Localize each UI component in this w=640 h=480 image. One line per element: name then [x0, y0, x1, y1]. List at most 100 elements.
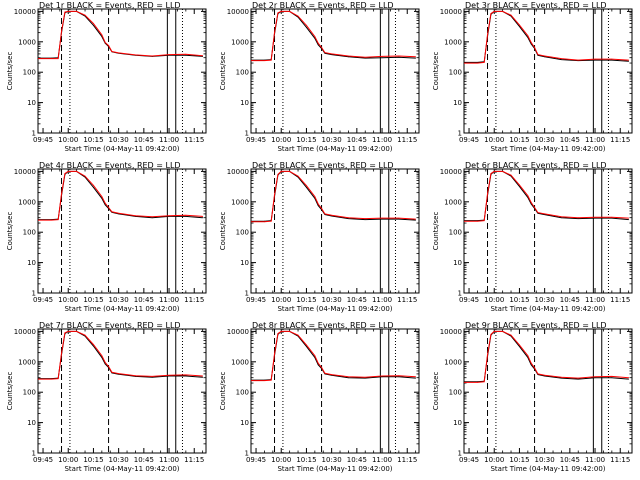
series-point [611, 217, 613, 219]
x-tick-label: 09:45 [33, 456, 53, 464]
x-tick-label: 09:45 [33, 136, 53, 144]
x-tick-label: 10:30 [109, 456, 129, 464]
series-point [135, 216, 136, 217]
series-line [251, 330, 416, 382]
series-point [381, 57, 383, 59]
series-point [185, 216, 187, 217]
series-point [537, 54, 539, 55]
series-point [314, 355, 316, 357]
series-point [561, 58, 562, 60]
series-point [277, 173, 279, 175]
y-tick-label: 10000 [14, 8, 36, 16]
series-point [348, 55, 349, 57]
series-point [104, 42, 106, 43]
series-point [324, 372, 326, 374]
series-point [93, 344, 94, 345]
x-tick-label: 10:00 [484, 296, 504, 304]
series-line [464, 170, 629, 222]
x-tick-label: 11:00 [159, 456, 179, 464]
series-point [61, 352, 62, 354]
x-tick-label: 09:45 [246, 136, 266, 144]
x-tick-label: 09:45 [459, 456, 479, 464]
series-point [628, 219, 630, 220]
y-tick-label: 10000 [14, 168, 36, 176]
series-point [527, 35, 529, 37]
series-line [464, 330, 629, 383]
series-point [185, 375, 187, 377]
series-point [381, 56, 383, 57]
series-point [331, 374, 333, 375]
series-point [534, 207, 535, 208]
series-point [84, 334, 86, 336]
y-tick-label: 10 [453, 99, 462, 107]
x-axis-label: Start Time (04-May-11 09:42:00) [64, 145, 179, 153]
y-tick-label: 100 [23, 229, 36, 237]
y-tick-label: 1 [245, 290, 249, 298]
series-point [561, 377, 562, 379]
detector-panel: Det 3r BLACK = Events, RED = LLD 1 10 100 10… [426, 0, 639, 160]
series-point [317, 44, 319, 46]
x-tick-label: 10:45 [347, 456, 367, 464]
series-point [168, 216, 170, 217]
plot-frame [250, 328, 420, 454]
y-axis-label: Counts/sec [6, 52, 14, 91]
x-tick-label: 11:00 [159, 136, 179, 144]
series-point [317, 42, 319, 44]
series-point [76, 11, 78, 12]
y-tick-label: 1000 [18, 358, 36, 366]
chart-title: Det 4r BLACK = Events, RED = LLD [39, 161, 181, 170]
lightcurve-chart: Det 8r BLACK = Events, RED = LLD 1 10 100 10… [219, 321, 420, 473]
x-tick-label: 11:15 [397, 456, 417, 464]
series-point [324, 52, 326, 54]
series-point [64, 11, 66, 13]
x-tick-label: 09:45 [246, 296, 266, 304]
chart-title: Det 9r BLACK = Events, RED = LLD [465, 321, 607, 330]
series-point [118, 373, 120, 374]
series-point [93, 23, 94, 24]
series-point [502, 331, 504, 332]
x-tick-label: 10:45 [134, 296, 154, 304]
series-point [594, 376, 596, 378]
series-point [561, 216, 562, 218]
series-point [534, 367, 535, 369]
series-point [510, 174, 512, 176]
y-tick-label: 10 [27, 99, 36, 107]
series-point [544, 375, 546, 377]
plot-frame [463, 8, 633, 134]
y-tick-label: 10000 [227, 328, 249, 336]
series-point [135, 376, 136, 377]
series-point [57, 58, 59, 60]
series-point [628, 217, 630, 219]
x-tick-label: 10:00 [58, 296, 78, 304]
y-tick-label: 100 [449, 389, 462, 397]
series-point [321, 208, 322, 209]
series-point [490, 13, 492, 14]
series-point [530, 42, 532, 43]
x-tick-label: 10:45 [347, 296, 367, 304]
series-point [519, 346, 520, 347]
x-tick-label: 11:15 [184, 136, 204, 144]
lightcurve-chart: Det 5r BLACK = Events, RED = LLD 1 10 100 10… [219, 161, 420, 313]
x-tick-label: 11:15 [397, 136, 417, 144]
series-point [151, 55, 153, 57]
x-tick-label: 11:15 [397, 296, 417, 304]
series-point [477, 62, 478, 64]
lightcurve-chart: Det 4r BLACK = Events, RED = LLD 1 10 100 10… [6, 161, 207, 313]
series-line [38, 170, 203, 221]
x-tick-label: 10:00 [271, 456, 291, 464]
x-tick-label: 11:00 [372, 296, 392, 304]
y-tick-label: 10 [240, 419, 249, 427]
x-tick-label: 09:45 [33, 296, 53, 304]
x-tick-label: 11:15 [610, 296, 630, 304]
series-point [530, 364, 532, 366]
y-tick-label: 100 [449, 229, 462, 237]
series-point [490, 173, 492, 174]
series-point [274, 32, 275, 34]
series-line [251, 170, 416, 223]
detector-panel: Det 9r BLACK = Events, RED = LLD 1 10 100 10… [426, 320, 639, 480]
x-tick-label: 10:30 [535, 136, 555, 144]
series-point [51, 58, 52, 60]
chart-title: Det 2r BLACK = Events, RED = LLD [252, 1, 394, 10]
detector-panel: Det 4r BLACK = Events, RED = LLD 1 10 100 10… [0, 160, 213, 320]
series-point [493, 331, 495, 332]
